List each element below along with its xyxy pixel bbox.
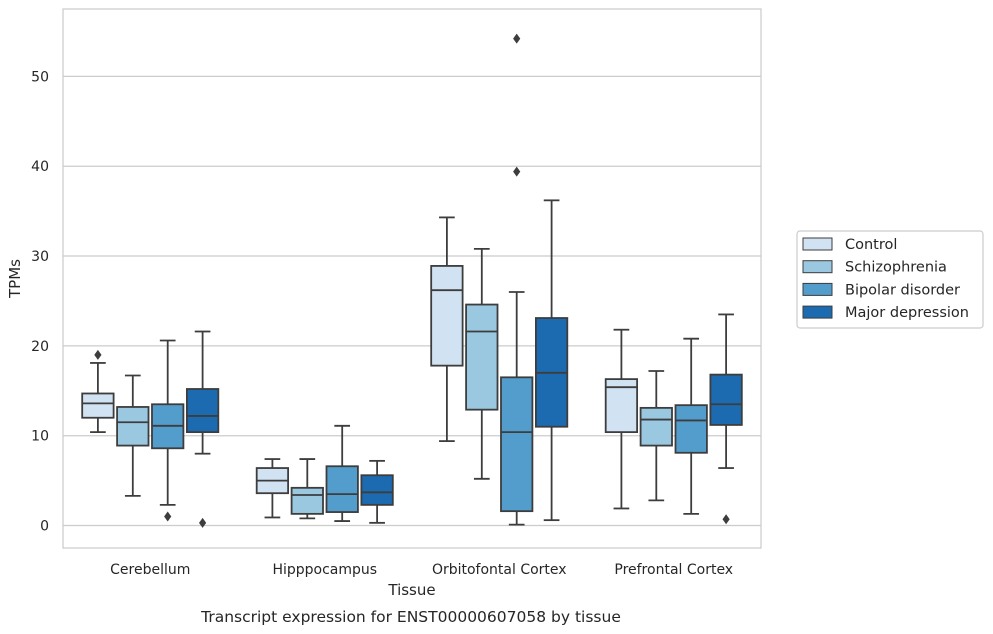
outlier-point: [513, 33, 521, 44]
box-2-2: [500, 33, 534, 526]
chart-caption: Transcript expression for ENST0000060705…: [200, 608, 621, 626]
y-tick-label: 40: [31, 159, 49, 175]
y-tick-label: 20: [31, 339, 49, 355]
legend-label: Control: [845, 237, 897, 253]
y-tick-label: 30: [31, 249, 49, 265]
outlier-point: [513, 166, 521, 177]
legend-swatch: [802, 260, 833, 274]
box-iqr: [430, 265, 464, 367]
outlier-point: [164, 511, 172, 522]
y-tick-label: 0: [40, 519, 49, 535]
box-2-0: [430, 216, 464, 442]
outlier-point: [722, 514, 730, 525]
x-tick-label: Orbitofontal Cortex: [432, 562, 567, 578]
x-axis-title: Tissue: [387, 581, 435, 599]
box-iqr: [360, 474, 394, 506]
box-1-0: [255, 458, 290, 519]
legend: Control Schizophrenia Bipolar disorder Majo…: [796, 230, 984, 329]
box-iqr: [325, 465, 359, 513]
box-1-1: [290, 458, 324, 520]
plot-frame: [62, 8, 762, 549]
box-3-3: [709, 313, 743, 525]
box-0-2: [151, 339, 185, 522]
y-tick-labels: 0 10 20 30 40 50: [31, 69, 49, 534]
outlier-point: [94, 349, 102, 360]
legend-label: Schizophrenia: [845, 260, 947, 276]
box-0-1: [116, 374, 150, 497]
box-3-0: [604, 328, 639, 510]
legend-swatch: [802, 305, 833, 319]
x-tick-label: Prefrontal Cortex: [614, 562, 733, 578]
box-2-3: [534, 199, 569, 522]
box-iqr: [81, 392, 115, 419]
x-tick-label: Hipppocampus: [272, 562, 377, 578]
box-iqr: [465, 303, 499, 411]
box-groups: [81, 33, 743, 528]
x-tick-label: Cerebellum: [110, 562, 190, 578]
outlier-point: [199, 517, 207, 528]
legend-frame: [796, 230, 984, 329]
box-0-0: [81, 349, 115, 434]
y-tick-label: 10: [31, 429, 49, 445]
box-0-3: [185, 330, 220, 528]
legend-label: Bipolar disorder: [845, 282, 960, 298]
legend-label: Major depression: [845, 305, 969, 321]
y-tick-label: 50: [31, 69, 49, 85]
box-iqr: [185, 388, 220, 434]
box-1-3: [360, 459, 394, 524]
x-tick-labels: Cerebellum Hipppocampus Orbitofontal Corte…: [110, 562, 733, 578]
box-iqr: [674, 404, 708, 454]
legend-swatch: [802, 237, 833, 251]
box-iqr: [116, 406, 150, 447]
y-axis-title: TPMs: [6, 259, 24, 299]
box-iqr: [639, 406, 673, 447]
legend-swatch: [802, 282, 833, 296]
box-2-1: [465, 247, 499, 480]
box-iqr: [500, 376, 534, 513]
box-iqr: [709, 373, 743, 426]
box-3-2: [674, 337, 708, 515]
box-3-1: [639, 370, 673, 502]
box-1-2: [325, 424, 359, 522]
box-iqr: [290, 486, 324, 515]
